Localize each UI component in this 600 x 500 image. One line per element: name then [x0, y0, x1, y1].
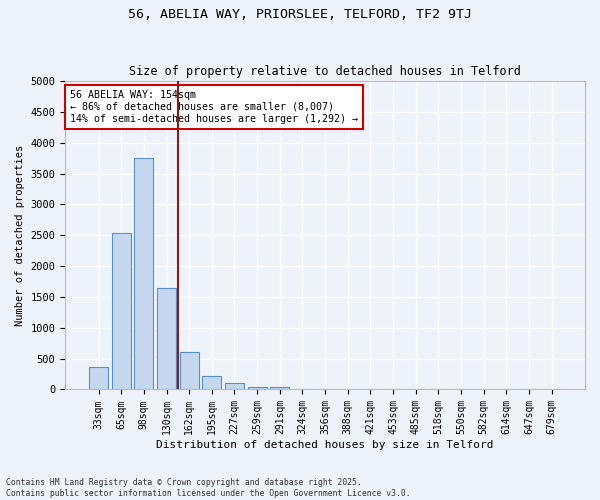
Text: 56, ABELIA WAY, PRIORSLEE, TELFORD, TF2 9TJ: 56, ABELIA WAY, PRIORSLEE, TELFORD, TF2 … [128, 8, 472, 20]
Bar [134, 158, 154, 390]
X-axis label: Distribution of detached houses by size in Telford: Distribution of detached houses by size … [157, 440, 494, 450]
Bar [89, 366, 108, 390]
Bar [157, 288, 176, 390]
Title: Size of property relative to detached houses in Telford: Size of property relative to detached ho… [129, 66, 521, 78]
Text: 56 ABELIA WAY: 154sqm
← 86% of detached houses are smaller (8,007)
14% of semi-d: 56 ABELIA WAY: 154sqm ← 86% of detached … [70, 90, 358, 124]
Bar [112, 234, 131, 390]
Bar [248, 386, 267, 390]
Bar [270, 386, 289, 390]
Bar [225, 384, 244, 390]
Bar [179, 352, 199, 390]
Text: Contains HM Land Registry data © Crown copyright and database right 2025.
Contai: Contains HM Land Registry data © Crown c… [6, 478, 410, 498]
Y-axis label: Number of detached properties: Number of detached properties [15, 144, 25, 326]
Bar [202, 376, 221, 390]
